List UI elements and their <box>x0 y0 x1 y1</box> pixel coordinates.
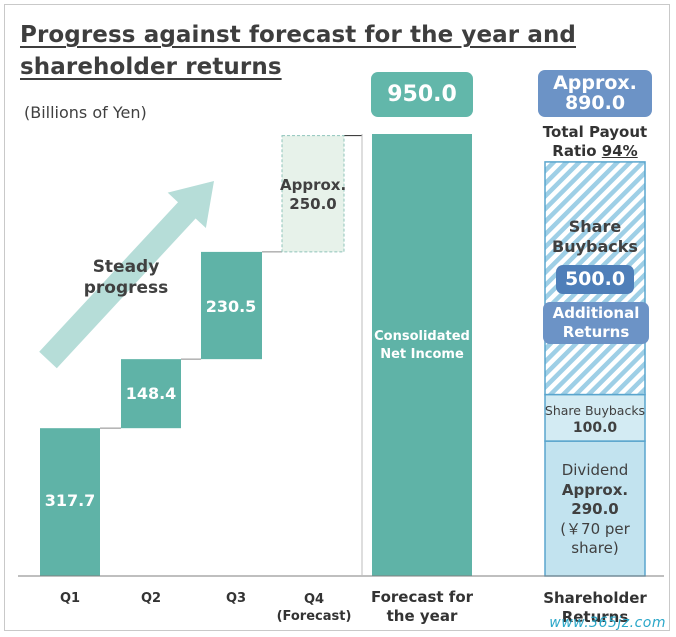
bar-label-q4-line-2: 250.0 <box>289 195 337 213</box>
x-label-q2: Q2 <box>140 591 162 606</box>
segment-buybacks-value: 100.0 <box>572 420 618 436</box>
segment-buybacks-additional-line-2: Buybacks <box>552 237 638 256</box>
bar-step-4 <box>281 135 345 253</box>
bar-label-q3: 230.5 <box>205 297 257 316</box>
additional-returns-tag: Additional Returns <box>543 302 649 344</box>
arrow-label-line-1: Steady <box>92 257 160 277</box>
x-label-forecast-line-2: the year <box>386 607 458 625</box>
forecast-total-badge: 950.0 <box>371 72 473 117</box>
forecast-bar-label-line-2: Net Income <box>380 347 464 362</box>
segment-dividend-line-1: Dividend <box>561 461 629 479</box>
payout-ratio-value: 94% <box>601 142 638 160</box>
segment-buybacks-additional-label: Share Buybacks <box>545 217 645 257</box>
x-label-q4-line-2: (Forecast) <box>276 609 352 624</box>
bar-forecast-total <box>372 134 472 576</box>
bar-label-q1: 317.7 <box>44 491 96 510</box>
slide-frame <box>4 4 670 631</box>
segment-dividend-line-5: share) <box>571 539 619 557</box>
payout-ratio-prefix: Ratio <box>552 142 602 160</box>
segment-buybacks-label: Share Buybacks 100.0 <box>539 403 651 437</box>
progress-arrow-icon <box>39 181 215 369</box>
payout-ratio-line-1: Total Payout <box>542 123 648 141</box>
x-label-q1: Q1 <box>59 591 81 606</box>
chart-title-line-2: shareholder returns <box>20 54 282 80</box>
segment-buybacks-additional-value: 500.0 <box>556 265 634 294</box>
payout-ratio: Total Payout Ratio 94% <box>526 123 664 161</box>
bar-label-q2: 148.4 <box>125 384 177 403</box>
payout-ratio-line-2: Ratio 94% <box>526 142 664 161</box>
segment-dividend-label: Dividend Approx. 290.0 (￥70 per share) <box>545 461 645 559</box>
additional-returns-tag-line-1: Additional <box>552 304 640 322</box>
watermark: www.365jz.com <box>549 615 666 631</box>
x-label-returns-line-2: Returns <box>561 608 629 626</box>
bar-label-q4-line-1: Approx. <box>280 176 347 194</box>
additional-returns-tag-line-2: Returns <box>562 323 630 341</box>
segment-dividend-line-3: 290.0 <box>571 500 619 518</box>
x-label-returns: Shareholder Returns <box>530 589 660 631</box>
unit-label: (Billions of Yen) <box>24 103 147 122</box>
chart-title-line-1: Progress against forecast for the year a… <box>20 22 576 48</box>
bar-step-3 <box>201 251 262 360</box>
connector-lines <box>100 134 362 429</box>
bar-step-2 <box>121 359 181 429</box>
x-label-returns-line-1: Shareholder <box>543 589 647 607</box>
x-label-q3: Q3 <box>225 591 247 606</box>
x-label-q4: Q4 (Forecast) <box>270 591 358 625</box>
x-label-q4-line-1: Q4 <box>303 592 325 607</box>
bar-label-q4: Approx. 250.0 <box>280 176 346 214</box>
segment-dividend-line-2: Approx. <box>561 480 629 499</box>
arrow-label-line-2: progress <box>83 278 169 298</box>
arrow-label: Steady progress <box>76 257 176 299</box>
segment-buybacks-additional-line-1: Share <box>568 217 622 236</box>
segment-buybacks-line-1: Share Buybacks <box>544 403 646 418</box>
forecast-bar-label-line-1: Consolidated <box>374 329 470 344</box>
bar-step-1 <box>40 428 100 576</box>
x-label-forecast: Forecast for the year <box>362 588 482 626</box>
segment-dividend-line-4: (￥70 per <box>560 519 630 538</box>
forecast-bar-label: Consolidated Net Income <box>370 328 474 364</box>
x-label-forecast-line-1: Forecast for <box>370 588 474 606</box>
returns-total-badge-line-1: Approx. <box>553 71 637 94</box>
returns-total-badge-line-2: 890.0 <box>564 91 626 114</box>
returns-total-badge: Approx. 890.0 <box>538 70 652 117</box>
